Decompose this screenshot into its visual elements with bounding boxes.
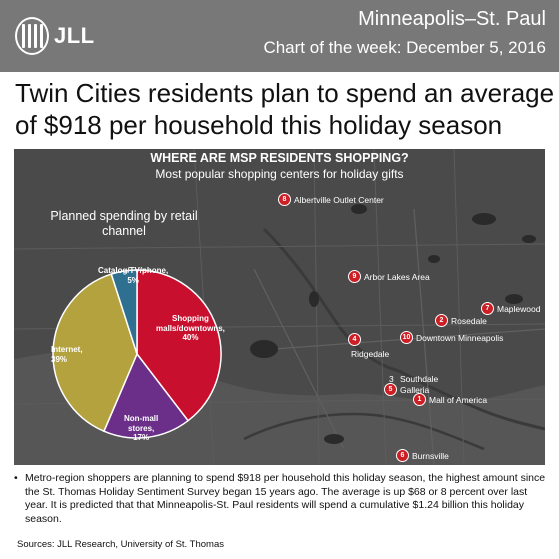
rank-3-label: 3 xyxy=(389,374,394,384)
place-marker-downtown-minneapolis: 10 Downtown Minneapolis xyxy=(400,331,503,344)
rank-1-icon: 1 xyxy=(413,393,426,406)
map-title: WHERE ARE MSP RESIDENTS SHOPPING? xyxy=(150,151,409,165)
summary-bullet: • Metro-region shoppers are planning to … xyxy=(14,472,549,526)
slice-label-internet: Internet, 39% xyxy=(51,345,83,364)
slice-label-line: 39% xyxy=(51,354,68,364)
place-name: Albertville Outlet Center xyxy=(294,194,384,205)
pie-chart-title: Planned spending by retail channel xyxy=(50,209,198,238)
rank-7-icon: 7 xyxy=(481,302,494,315)
place-name: Mall of America xyxy=(429,394,488,405)
place-name-southdale: Southdale xyxy=(400,374,439,384)
place-marker-ridgedale: 4 xyxy=(348,333,361,346)
pie-slice-internet xyxy=(52,273,138,433)
map-subtitle: Most popular shopping centers for holida… xyxy=(155,167,404,181)
place-marker-albertville: 8 Albertville Outlet Center xyxy=(278,193,384,206)
place-marker-burnsville: 6 Burnsville xyxy=(396,449,449,462)
place-marker-mall-of-america: 1 Mall of America xyxy=(413,393,487,406)
rank-5-icon: 5 xyxy=(384,383,397,396)
slice-label-line: malls/downtowns, xyxy=(156,323,225,333)
lake xyxy=(472,213,496,225)
river-line xyxy=(262,227,400,373)
place-name: Arbor Lakes Area xyxy=(364,271,430,282)
place-marker-arbor-lakes: 9 Arbor Lakes Area xyxy=(348,270,430,283)
slice-label-line: 17% xyxy=(133,433,150,442)
jll-logo-mark-icon xyxy=(15,17,49,55)
slice-label-non-mall: Non-mall stores, 17% xyxy=(124,414,158,443)
pie-slice-non-mall xyxy=(102,352,190,439)
slice-label-line: 5% xyxy=(127,275,139,285)
sources-note: Sources: JLL Research, University of St.… xyxy=(17,539,224,550)
city-title: Minneapolis–St. Paul xyxy=(358,8,546,30)
slice-label-shopping-malls: Shopping malls/downtowns, 40% xyxy=(156,314,225,343)
jll-logo: JLL xyxy=(15,16,105,56)
place-marker-maplewood: 7 Maplewood xyxy=(481,302,540,315)
lake xyxy=(522,235,536,243)
place-name-ridgedale: Ridgedale xyxy=(351,349,390,359)
summary-text: Metro-region shoppers are planning to sp… xyxy=(25,472,546,525)
rank-6-icon: 6 xyxy=(396,449,409,462)
place-name: Maplewood xyxy=(497,303,541,314)
pie-chart xyxy=(52,269,222,439)
lake xyxy=(309,291,319,307)
rank-2-icon: 2 xyxy=(435,314,448,327)
river-line xyxy=(243,412,485,451)
slice-label-line: Catalog/TV/phone, xyxy=(98,266,169,275)
pie-slice-shopping-malls xyxy=(136,269,222,422)
slice-label-line: 40% xyxy=(182,333,199,342)
slice-label-line: Internet, xyxy=(51,345,83,354)
rank-4-icon: 4 xyxy=(348,333,361,346)
rank-8-icon: 8 xyxy=(278,193,291,206)
slice-label-catalog: Catalog/TV/phone, 5% xyxy=(98,266,168,285)
lake xyxy=(505,294,523,304)
map-panel: WHERE ARE MSP RESIDENTS SHOPPING? Most p… xyxy=(14,149,545,465)
slice-label-line: Non-mall xyxy=(124,414,159,423)
place-name: Galleria xyxy=(400,384,430,395)
lake xyxy=(250,340,278,358)
place-name: Burnsville xyxy=(412,450,449,461)
chart-of-week-date: Chart of the week: December 5, 2016 xyxy=(263,38,546,57)
lake xyxy=(428,255,440,263)
page-headline: Twin Cities residents plan to spend an a… xyxy=(15,78,555,140)
header-bar: JLL Minneapolis–St. Paul Chart of the we… xyxy=(0,0,559,72)
bullet-icon: • xyxy=(14,472,18,484)
logo-text: JLL xyxy=(54,23,95,48)
slice-label-line: stores, xyxy=(128,423,155,433)
river-line xyxy=(398,369,545,431)
place-marker-rosedale: 2 Rosedale xyxy=(435,314,487,327)
place-marker-galleria: 5 Galleria xyxy=(384,383,429,396)
place-name: Downtown Minneapolis xyxy=(416,332,504,343)
lake xyxy=(351,204,367,214)
pie-slice-catalog xyxy=(110,269,138,355)
rank-9-icon: 9 xyxy=(348,270,361,283)
place-name: Rosedale xyxy=(451,315,487,326)
lake xyxy=(324,434,344,444)
slice-label-line: Shopping xyxy=(172,314,209,323)
rank-10-icon: 10 xyxy=(400,331,413,344)
